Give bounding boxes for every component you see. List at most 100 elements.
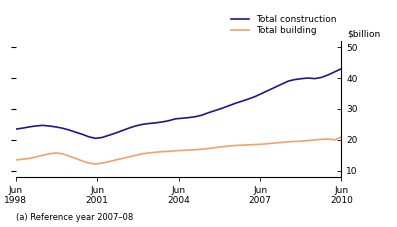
Total construction xyxy=(153,121,158,124)
Total building xyxy=(173,149,178,152)
Total construction xyxy=(73,131,78,133)
Total construction xyxy=(233,102,237,105)
Total building xyxy=(140,153,145,155)
Total building xyxy=(286,141,291,143)
Total building xyxy=(293,140,297,143)
Total construction xyxy=(40,124,45,127)
Total building xyxy=(299,140,304,143)
Total construction xyxy=(120,129,125,132)
Total construction xyxy=(312,77,317,80)
Total construction xyxy=(160,121,164,123)
Total construction xyxy=(146,122,151,125)
Total building xyxy=(213,146,218,149)
Total construction xyxy=(332,70,337,73)
Total construction xyxy=(326,74,331,76)
Total building xyxy=(53,152,58,154)
Total construction xyxy=(93,137,98,140)
Total construction xyxy=(80,133,85,136)
Total construction xyxy=(33,125,38,127)
Total construction xyxy=(113,132,118,134)
Total building xyxy=(153,151,158,154)
Total construction xyxy=(13,128,18,131)
Total building xyxy=(33,155,38,158)
Total building xyxy=(326,138,331,140)
Line: Total building: Total building xyxy=(16,137,341,164)
Total construction xyxy=(47,125,52,127)
Legend: Total construction, Total building: Total construction, Total building xyxy=(231,15,337,35)
Total building xyxy=(100,162,105,165)
Total construction xyxy=(226,104,231,107)
Total construction xyxy=(27,126,31,128)
Total building xyxy=(186,149,191,151)
Total construction xyxy=(206,111,211,114)
Total construction xyxy=(126,127,131,130)
Total building xyxy=(67,155,71,157)
Total building xyxy=(266,142,271,145)
Total construction xyxy=(319,76,324,79)
Total construction xyxy=(266,89,271,92)
Total building xyxy=(206,147,211,150)
Total construction xyxy=(133,125,138,127)
Total building xyxy=(306,139,310,142)
Total building xyxy=(279,141,284,144)
Total building xyxy=(120,157,125,160)
Total construction xyxy=(87,136,91,138)
Total building xyxy=(133,154,138,157)
Total building xyxy=(259,143,264,146)
Total building xyxy=(252,143,257,146)
Total building xyxy=(47,153,52,155)
Total building xyxy=(233,144,237,147)
Total building xyxy=(312,138,317,141)
Total building xyxy=(126,155,131,158)
Total construction xyxy=(239,100,244,103)
Total construction xyxy=(67,129,71,131)
Total building xyxy=(93,163,98,165)
Total building xyxy=(146,152,151,154)
Total building xyxy=(73,157,78,160)
Total building xyxy=(80,160,85,162)
Total building xyxy=(160,150,164,153)
Total building xyxy=(27,157,31,160)
Total building xyxy=(246,143,251,146)
Total building xyxy=(339,136,344,138)
Total construction xyxy=(246,98,251,100)
Total construction xyxy=(299,77,304,80)
Total construction xyxy=(100,136,105,139)
Total construction xyxy=(166,119,171,122)
Total construction xyxy=(259,92,264,95)
Total building xyxy=(113,159,118,161)
Total building xyxy=(200,148,204,151)
Total building xyxy=(87,162,91,165)
Total construction xyxy=(339,67,344,70)
Total building xyxy=(20,158,25,160)
Total construction xyxy=(173,118,178,120)
Total building xyxy=(60,153,65,155)
Total construction xyxy=(186,116,191,119)
Total construction xyxy=(193,115,198,118)
Total building xyxy=(193,148,198,151)
Total building xyxy=(13,159,18,161)
Total building xyxy=(332,138,337,141)
Total building xyxy=(166,150,171,153)
Total construction xyxy=(252,95,257,98)
Total construction xyxy=(293,78,297,81)
Total building xyxy=(179,149,184,152)
Text: $billion: $billion xyxy=(347,29,380,38)
Total construction xyxy=(279,83,284,86)
Total construction xyxy=(273,86,278,89)
Total construction xyxy=(200,114,204,116)
Total construction xyxy=(179,117,184,120)
Total construction xyxy=(60,127,65,130)
Total construction xyxy=(53,126,58,128)
Total construction xyxy=(213,109,218,112)
Total building xyxy=(226,145,231,148)
Total building xyxy=(106,160,111,163)
Text: (a) Reference year 2007–08: (a) Reference year 2007–08 xyxy=(16,213,133,222)
Line: Total construction: Total construction xyxy=(16,69,341,138)
Total building xyxy=(239,144,244,147)
Total construction xyxy=(140,123,145,126)
Total construction xyxy=(106,134,111,137)
Total building xyxy=(40,154,45,157)
Total construction xyxy=(220,107,224,110)
Total building xyxy=(319,138,324,141)
